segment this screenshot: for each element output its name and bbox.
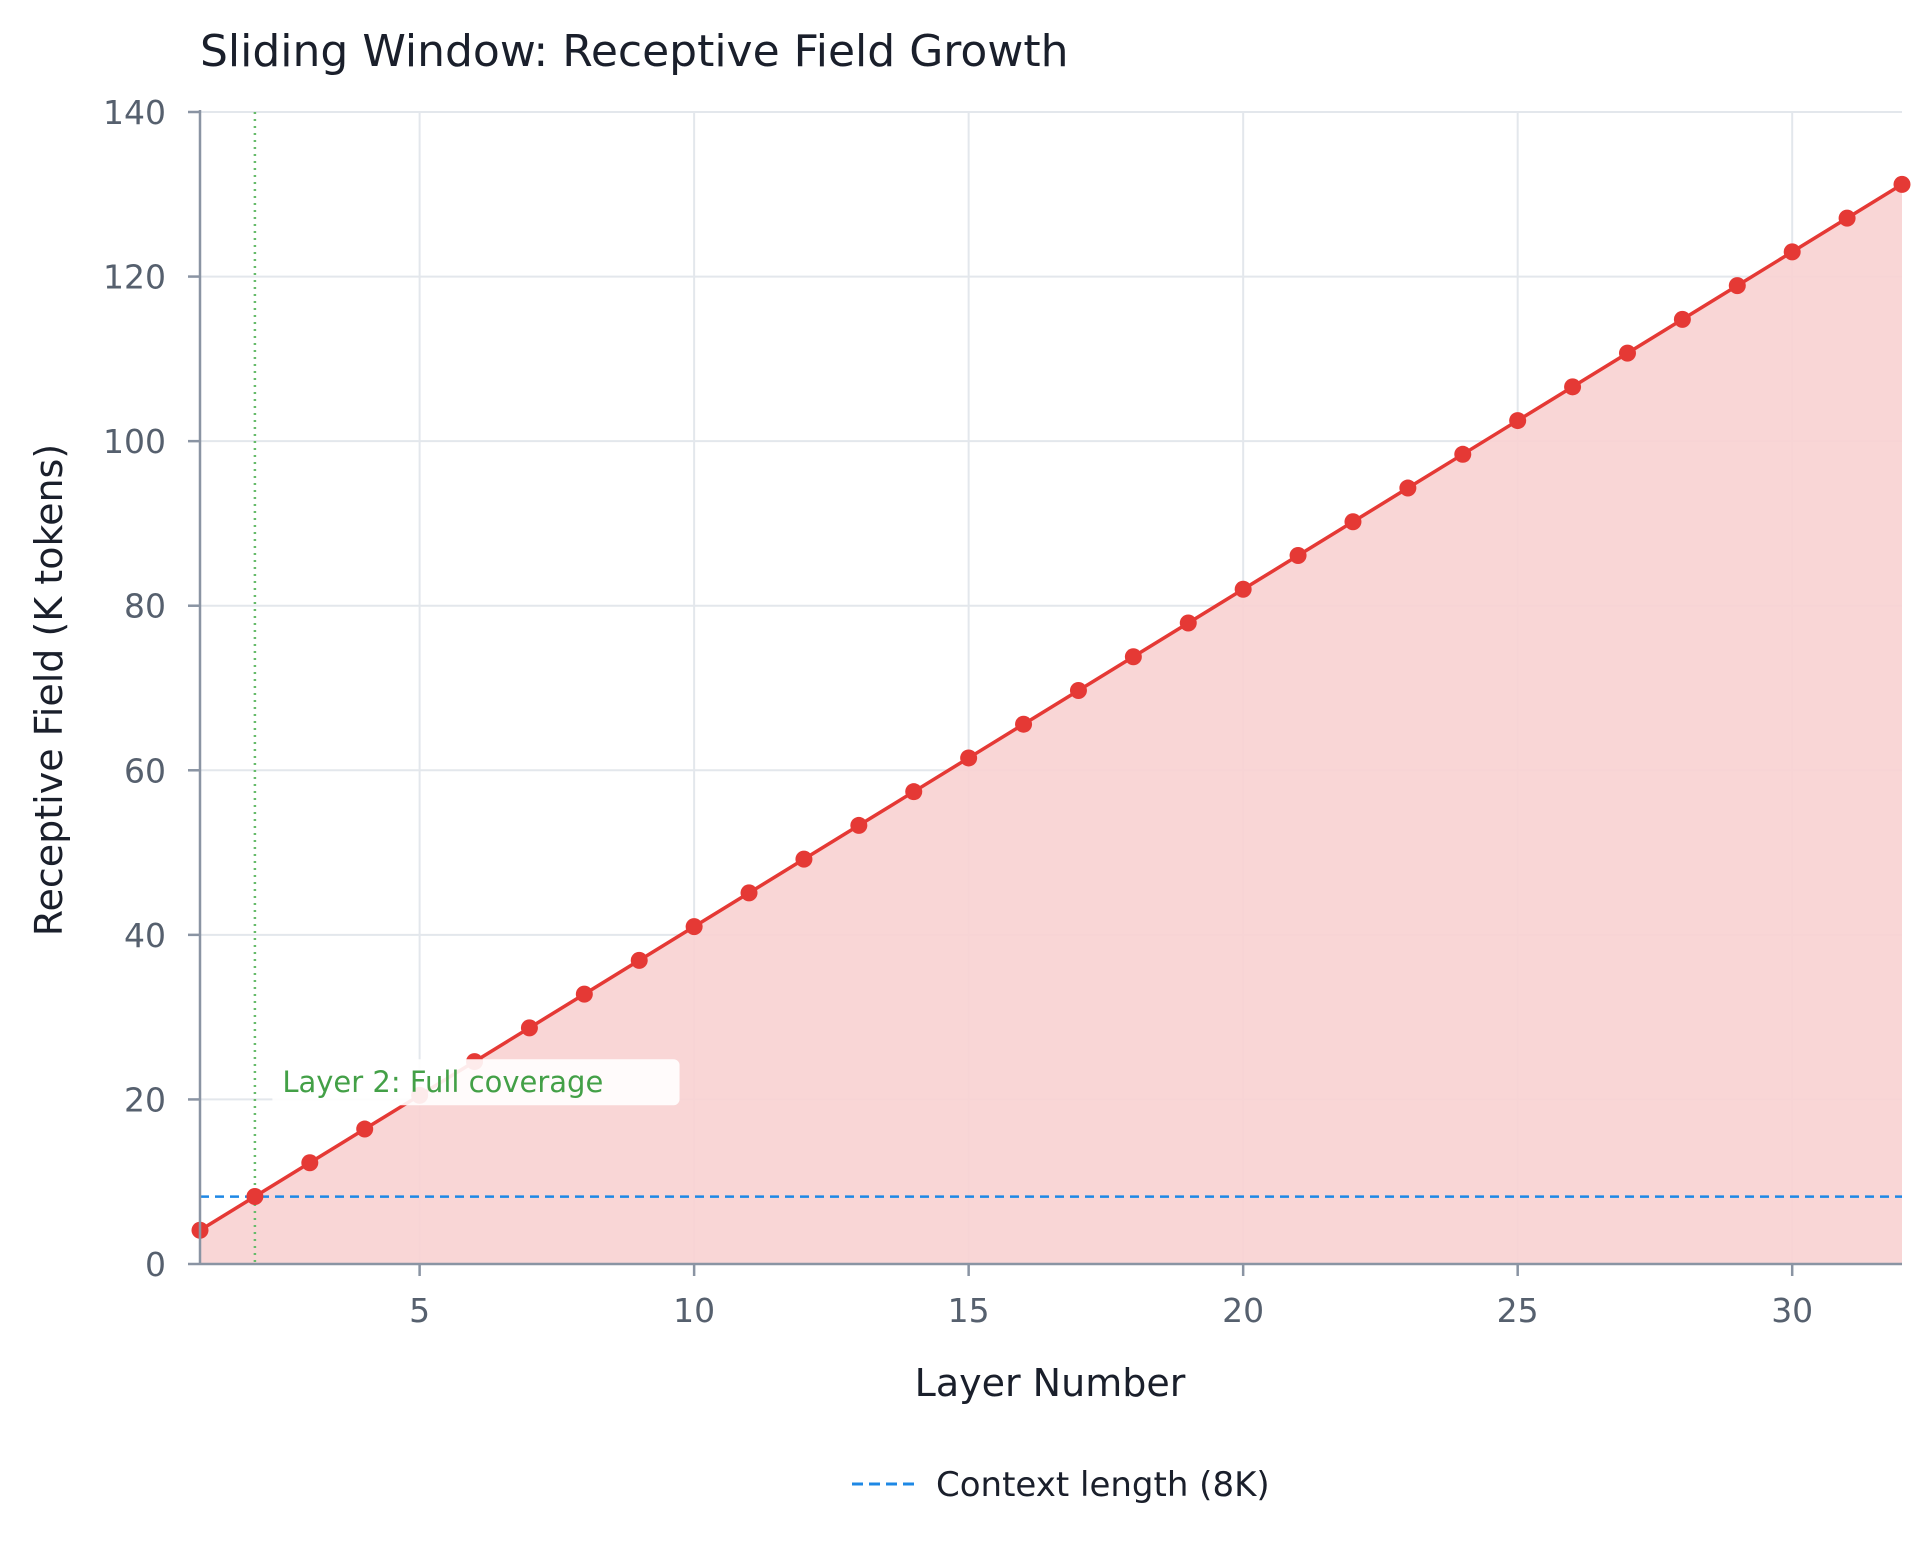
data-point xyxy=(1564,378,1582,396)
data-point xyxy=(630,951,648,969)
area-fill-layer xyxy=(200,184,1902,1265)
data-point xyxy=(1015,715,1033,733)
data-point xyxy=(905,783,923,801)
tick-labels: 5 10 15 20 25 30 0 20 40 60 80 100 120 140 xyxy=(103,93,1813,1330)
x-tick-label: 10 xyxy=(673,1291,715,1330)
data-point xyxy=(740,884,758,902)
y-tick-label: 140 xyxy=(103,93,166,132)
data-point xyxy=(1344,513,1362,531)
data-point xyxy=(356,1120,374,1138)
data-point xyxy=(1509,412,1527,430)
y-axis-label: Receptive Field (K tokens) xyxy=(27,444,71,936)
chart-title: Sliding Window: Receptive Field Growth xyxy=(200,26,1068,77)
data-point xyxy=(1838,209,1856,227)
series-area-fill xyxy=(200,184,1902,1265)
data-point xyxy=(575,985,593,1003)
y-tick-label: 80 xyxy=(124,587,166,626)
data-point xyxy=(1454,445,1472,463)
reference-lines xyxy=(200,112,1902,1264)
x-axis-label: Layer Number xyxy=(915,1361,1186,1405)
legend: Context length (8K) xyxy=(852,1465,1270,1505)
x-tick-label: 25 xyxy=(1497,1291,1539,1330)
data-point xyxy=(1124,648,1142,666)
data-point xyxy=(795,850,813,868)
y-tick-label: 60 xyxy=(124,751,166,790)
x-tick-label: 5 xyxy=(409,1291,430,1330)
data-point xyxy=(1893,175,1911,193)
x-tick-label: 30 xyxy=(1771,1291,1813,1330)
data-point xyxy=(301,1154,319,1172)
data-point xyxy=(1673,310,1691,328)
y-tick-label: 20 xyxy=(124,1080,166,1119)
data-point xyxy=(1234,580,1252,598)
annotation-text: Layer 2: Full coverage xyxy=(282,1065,603,1099)
y-tick-label: 100 xyxy=(103,422,166,461)
x-tick-label: 20 xyxy=(1222,1291,1264,1330)
x-tick-label: 15 xyxy=(948,1291,990,1330)
data-point xyxy=(520,1019,538,1037)
annotations: Layer 2: Full coverage xyxy=(272,1059,680,1106)
data-point xyxy=(1179,614,1197,632)
series-line xyxy=(199,182,1903,1232)
y-tick-label: 40 xyxy=(124,916,166,955)
data-point xyxy=(960,749,978,767)
data-point xyxy=(1399,479,1417,497)
axes xyxy=(188,110,1902,1276)
annotation-box xyxy=(272,1059,680,1106)
data-point xyxy=(1783,243,1801,261)
data-point xyxy=(685,918,703,936)
y-tick-label: 0 xyxy=(145,1245,166,1284)
data-point xyxy=(1618,344,1636,362)
y-tick-label: 120 xyxy=(103,258,166,297)
data-point xyxy=(1069,681,1087,699)
data-point xyxy=(1289,547,1307,565)
data-point xyxy=(246,1188,264,1206)
data-point xyxy=(850,816,868,834)
data-point xyxy=(1728,277,1746,295)
legend-label: Context length (8K) xyxy=(936,1465,1270,1505)
